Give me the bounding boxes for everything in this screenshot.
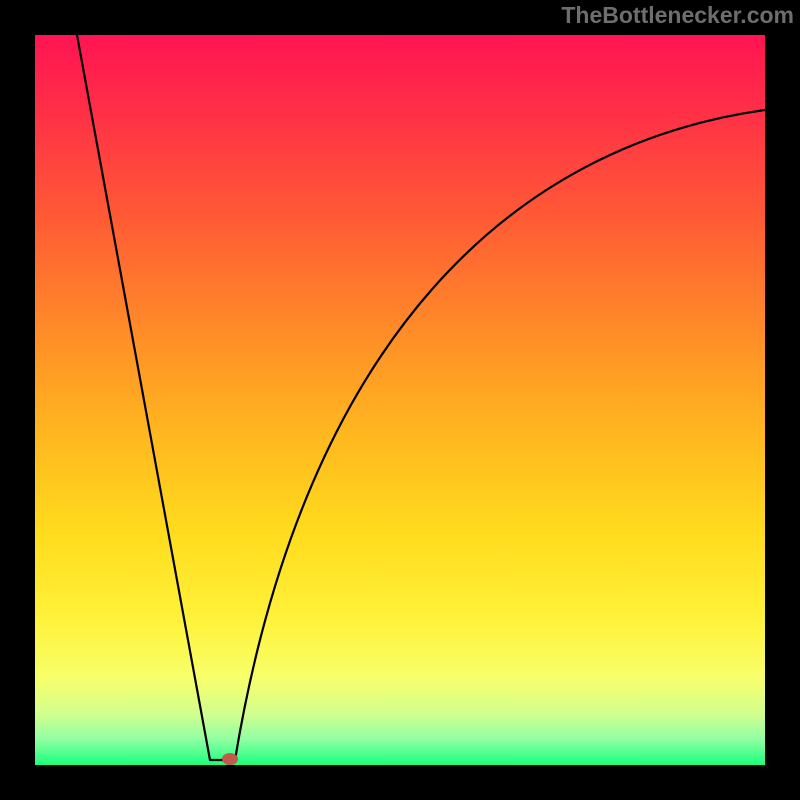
curve-layer: [35, 35, 765, 765]
optimum-marker: [222, 753, 238, 765]
chart-frame: TheBottlenecker.com: [0, 0, 800, 800]
plot-area: [35, 35, 765, 765]
watermark-text: TheBottlenecker.com: [561, 2, 794, 29]
bottleneck-curve: [77, 35, 765, 760]
